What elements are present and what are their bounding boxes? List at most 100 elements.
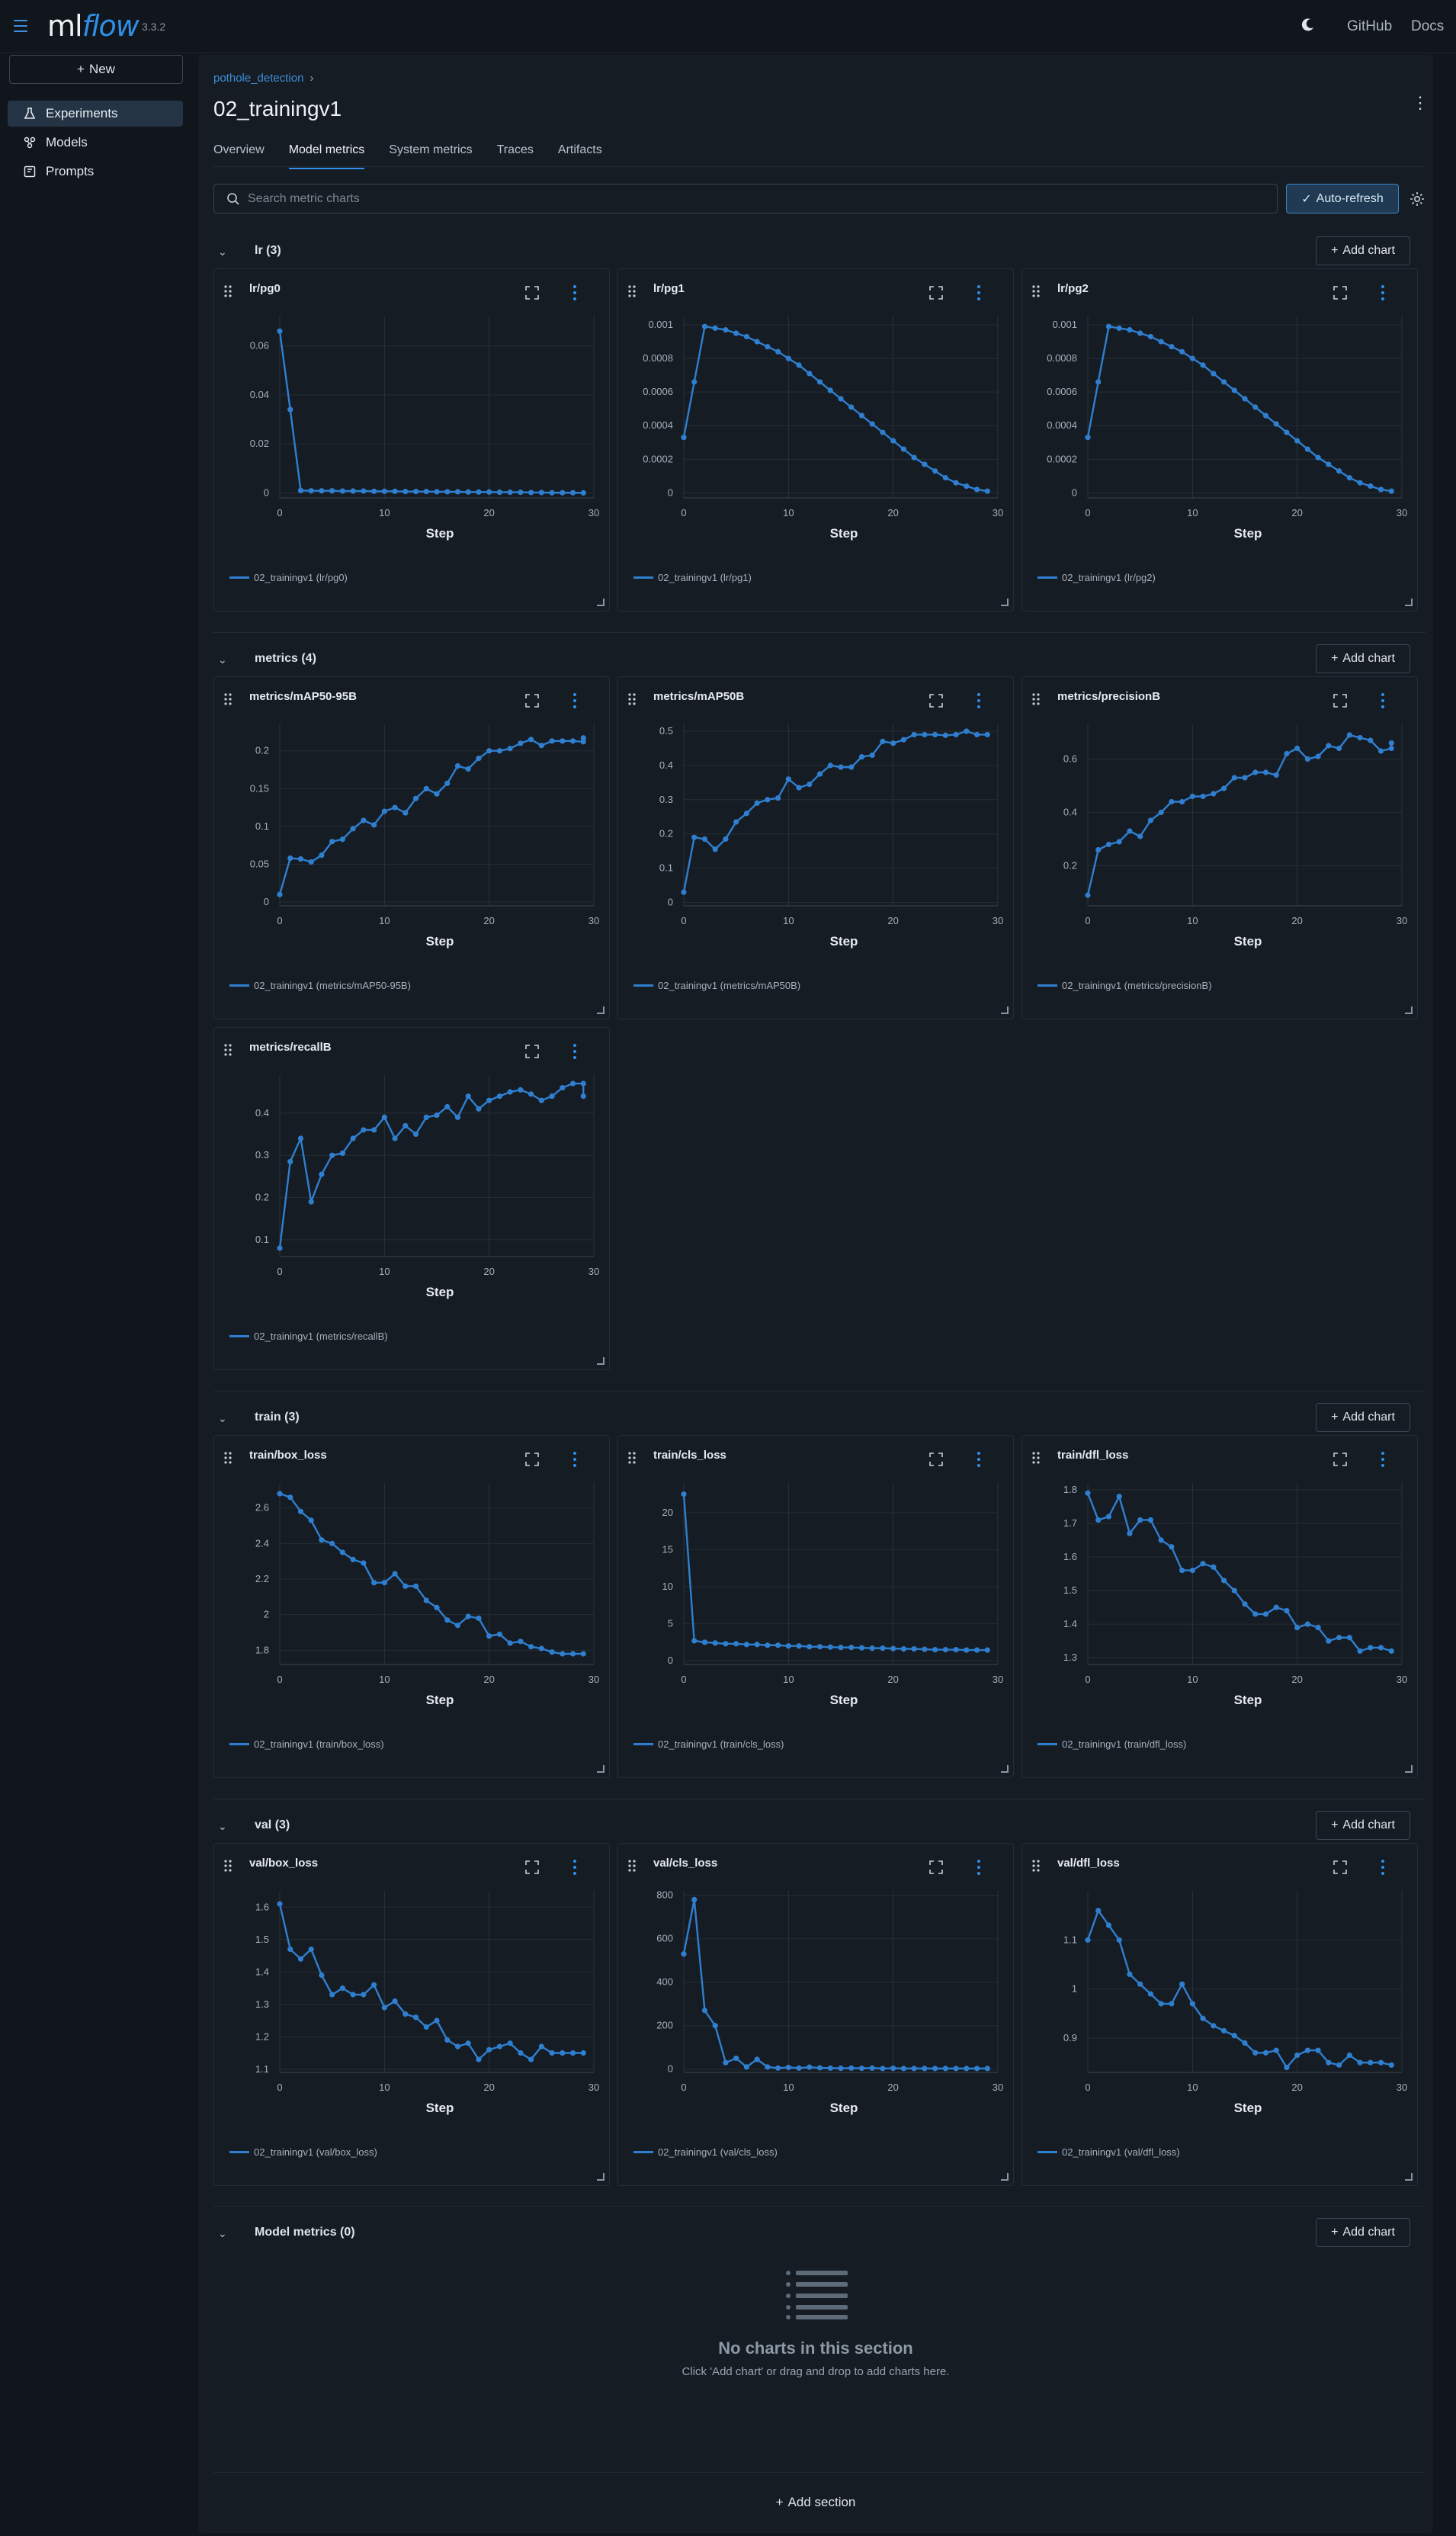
data-point[interactable] — [1169, 2001, 1175, 2007]
data-point[interactable] — [434, 1112, 440, 1119]
data-point[interactable] — [869, 2065, 875, 2071]
data-point[interactable] — [465, 489, 471, 495]
data-point[interactable] — [528, 1091, 534, 1097]
data-point[interactable] — [953, 480, 959, 486]
data-point[interactable] — [297, 1135, 304, 1141]
add-chart-button[interactable]: + Add chart — [1316, 2218, 1410, 2247]
data-point[interactable] — [1252, 404, 1259, 410]
data-point[interactable] — [827, 2065, 833, 2071]
data-point[interactable] — [869, 752, 875, 759]
sidebar-item-models[interactable]: Models — [8, 130, 183, 156]
data-point[interactable] — [701, 836, 708, 843]
drag-handle-icon[interactable] — [627, 1451, 637, 1465]
data-point[interactable] — [1252, 769, 1259, 775]
data-point[interactable] — [486, 1097, 492, 1103]
data-point[interactable] — [1147, 1517, 1153, 1523]
data-point[interactable] — [371, 822, 377, 828]
data-point[interactable] — [1284, 2064, 1290, 2071]
data-point[interactable] — [848, 764, 855, 770]
drag-handle-icon[interactable] — [1031, 1859, 1041, 1873]
data-point[interactable] — [569, 490, 576, 496]
data-point[interactable] — [1179, 1981, 1185, 1987]
data-point[interactable] — [932, 1646, 938, 1653]
data-point[interactable] — [518, 490, 524, 496]
data-point[interactable] — [691, 834, 698, 840]
data-point[interactable] — [549, 1093, 555, 1099]
data-point[interactable] — [1200, 793, 1206, 800]
data-point[interactable] — [1368, 2059, 1374, 2066]
chart-card[interactable]: 1.3 1.4 1.5 1.6 1.7 1.8 0 10 20 30 Step train/dfl_l… — [1021, 1435, 1418, 1778]
data-point[interactable] — [1116, 1937, 1122, 1943]
data-point[interactable] — [392, 488, 398, 494]
data-point[interactable] — [465, 766, 471, 772]
data-point[interactable] — [329, 1540, 335, 1546]
data-point[interactable] — [412, 1131, 419, 1138]
data-point[interactable] — [733, 819, 739, 825]
data-point[interactable] — [1147, 1991, 1153, 1997]
fullscreen-icon[interactable] — [1333, 1860, 1347, 1874]
data-point[interactable] — [287, 1158, 293, 1165]
data-point[interactable] — [1095, 1908, 1102, 1914]
data-point[interactable] — [580, 2050, 586, 2056]
data-point[interactable] — [1388, 740, 1394, 746]
data-point[interactable] — [723, 327, 729, 333]
data-point[interactable] — [1252, 1611, 1259, 1617]
data-point[interactable] — [580, 490, 586, 496]
data-point[interactable] — [297, 487, 304, 493]
fullscreen-icon[interactable] — [525, 1453, 539, 1466]
tab-overview[interactable]: Overview — [213, 143, 265, 156]
data-point[interactable] — [1211, 371, 1217, 377]
data-point[interactable] — [701, 323, 708, 329]
data-point[interactable] — [1169, 1544, 1175, 1550]
data-point[interactable] — [1262, 413, 1269, 419]
fullscreen-icon[interactable] — [929, 694, 943, 708]
data-point[interactable] — [371, 1580, 377, 1586]
data-point[interactable] — [890, 1645, 896, 1652]
data-point[interactable] — [1127, 1971, 1133, 1977]
data-point[interactable] — [1085, 1490, 1091, 1496]
data-point[interactable] — [560, 490, 566, 496]
data-point[interactable] — [964, 728, 970, 734]
data-point[interactable] — [392, 804, 398, 811]
data-point[interactable] — [1315, 753, 1321, 759]
data-point[interactable] — [277, 1245, 283, 1251]
data-point[interactable] — [701, 1639, 708, 1645]
fullscreen-icon[interactable] — [1333, 286, 1347, 300]
data-point[interactable] — [560, 1651, 566, 1657]
data-point[interactable] — [538, 1645, 544, 1652]
data-point[interactable] — [402, 2011, 409, 2018]
data-point[interactable] — [423, 785, 429, 791]
fullscreen-icon[interactable] — [1333, 694, 1347, 708]
data-point[interactable] — [984, 731, 990, 738]
data-point[interactable] — [381, 1580, 387, 1586]
data-point[interactable] — [287, 1946, 293, 1953]
data-point[interactable] — [964, 483, 970, 490]
data-point[interactable] — [1095, 1517, 1102, 1523]
data-point[interactable] — [434, 489, 440, 495]
resize-handle-icon[interactable] — [1001, 1006, 1009, 1014]
data-point[interactable] — [476, 2056, 482, 2063]
chart-menu-icon[interactable] — [572, 692, 577, 709]
data-point[interactable] — [319, 1171, 325, 1177]
data-point[interactable] — [796, 1643, 802, 1649]
data-point[interactable] — [1262, 2050, 1269, 2056]
chart-menu-icon[interactable] — [1381, 692, 1385, 709]
data-point[interactable] — [277, 1901, 283, 1907]
chart-card[interactable]: 0 0.0002 0.0004 0.0006 0.0008 0.001 0 10 20 30 Ste… — [617, 268, 1014, 612]
data-point[interactable] — [1211, 1564, 1217, 1570]
data-point[interactable] — [1105, 323, 1112, 329]
data-point[interactable] — [1336, 2062, 1342, 2068]
resize-handle-icon[interactable] — [597, 2173, 605, 2181]
data-point[interactable] — [848, 2065, 855, 2071]
data-point[interactable] — [733, 1641, 739, 1647]
data-point[interactable] — [361, 1560, 367, 1566]
data-point[interactable] — [423, 1114, 429, 1120]
data-point[interactable] — [984, 1647, 990, 1653]
data-point[interactable] — [308, 1946, 314, 1953]
data-point[interactable] — [1231, 387, 1237, 393]
data-point[interactable] — [1095, 379, 1102, 385]
data-point[interactable] — [560, 2050, 566, 2056]
drag-handle-icon[interactable] — [1031, 692, 1041, 706]
series-line[interactable] — [682, 1899, 988, 2070]
data-point[interactable] — [900, 446, 906, 452]
